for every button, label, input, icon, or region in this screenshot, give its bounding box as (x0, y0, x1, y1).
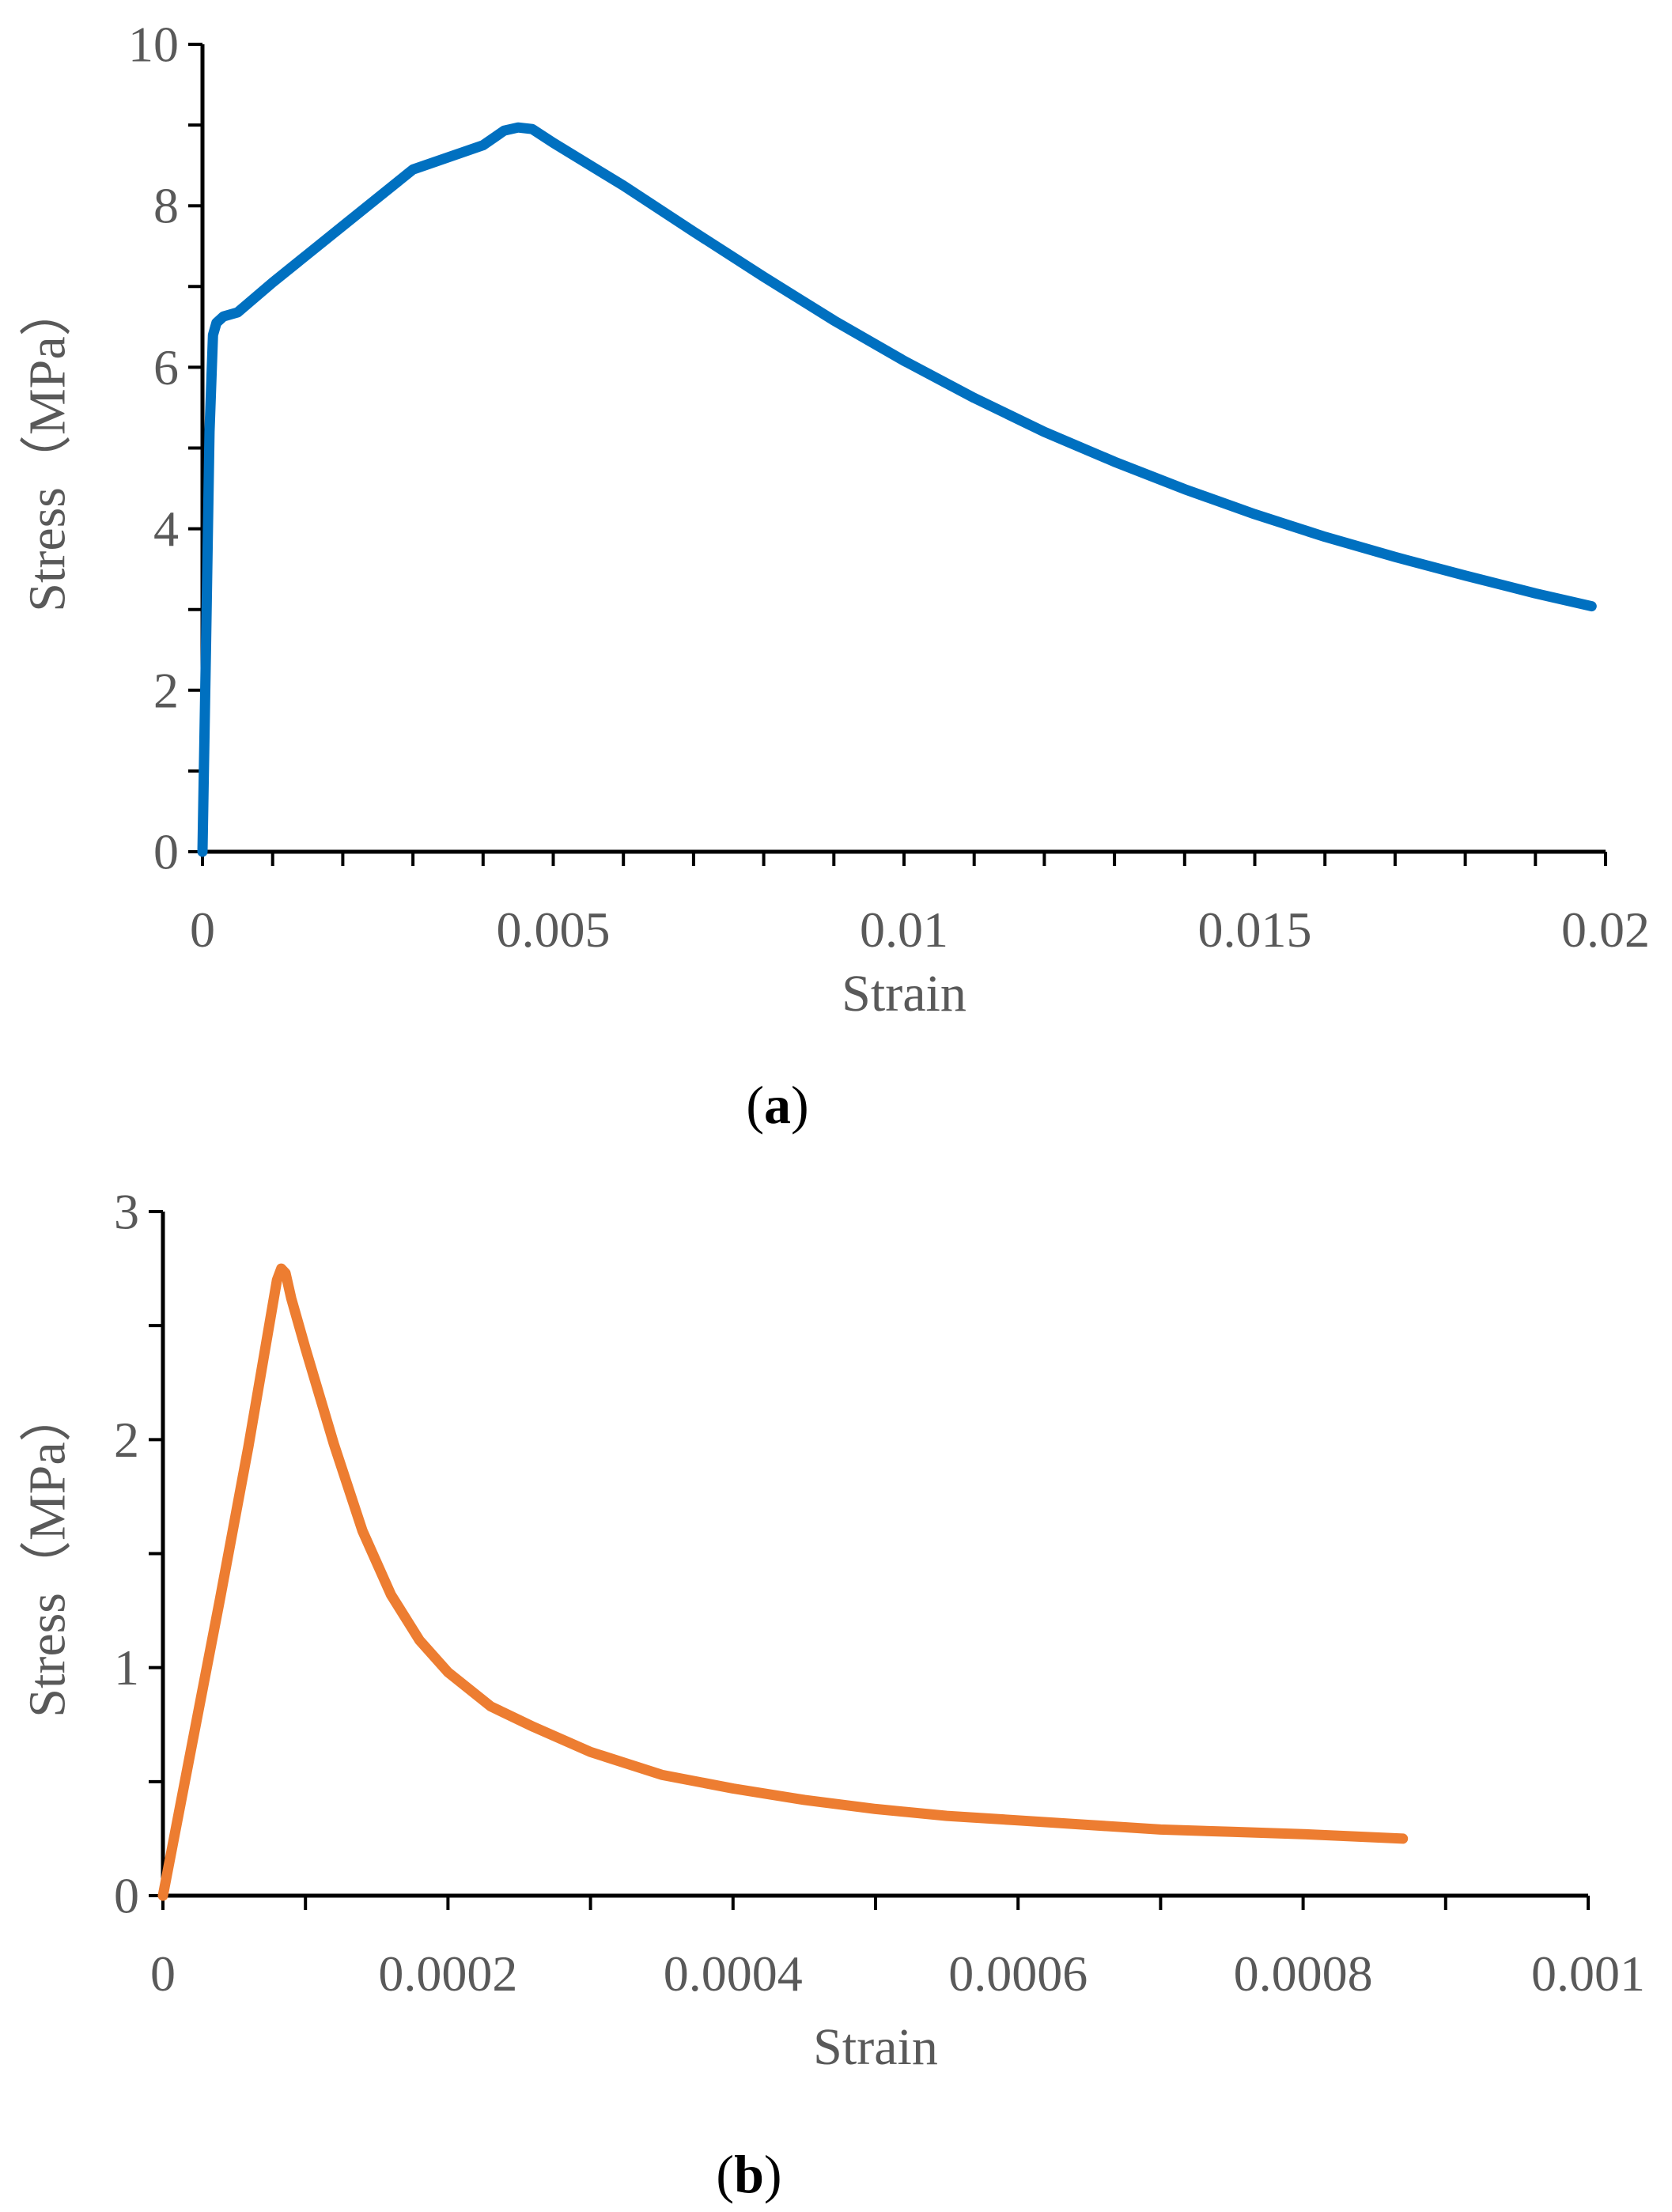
y-tick-label: 1 (114, 1639, 139, 1696)
y-tick-label: 0 (114, 1868, 139, 1924)
panel-label: (a) (746, 1075, 808, 1135)
x-tick-label: 0.02 (1561, 902, 1650, 958)
y-tick-label: 6 (153, 339, 179, 395)
x-tick-label: 0.0008 (1234, 1945, 1373, 2002)
x-axis-title: Strain (842, 965, 967, 1023)
y-tick-label: 4 (153, 501, 179, 557)
series-line-stress (157, 1263, 1409, 1901)
x-axis-title: Strain (813, 2018, 938, 2076)
x-tick-label: 0 (150, 1945, 176, 2002)
y-tick-label: 2 (153, 662, 179, 718)
chart-a: 0 2 4 6 8 10 0 0.005 0.01 0.015 0.02 Strain Stress（M… (19, 17, 1651, 1136)
x-tick-label: 0.005 (497, 902, 611, 958)
y-tick-label: 10 (128, 17, 179, 73)
x-tick-label: 0.0004 (664, 1945, 803, 2002)
y-tick-label: 8 (153, 178, 179, 234)
series-line-stress (197, 122, 1597, 857)
x-tick-label: 0.0006 (948, 1945, 1088, 2002)
x-tick-label: 0 (190, 902, 215, 958)
y-axis-title: Stress（MPa） (19, 1390, 77, 1717)
x-tick-label: 0.01 (860, 902, 948, 958)
x-tick-label: 0.015 (1198, 902, 1312, 958)
chart-b: 0 1 2 3 0 0.0002 0.0004 0.0006 0.0008 0.001 Strain… (19, 1184, 1646, 2205)
y-tick-label: 2 (114, 1412, 139, 1468)
y-tick-label: 3 (114, 1184, 139, 1240)
x-tick-label: 0.0002 (378, 1945, 517, 2002)
panel-label: (b) (716, 2144, 781, 2204)
x-tick-label: 0.001 (1531, 1945, 1645, 2002)
y-axis-title: Stress（MPa） (19, 284, 77, 611)
y-tick-label: 0 (153, 824, 179, 880)
